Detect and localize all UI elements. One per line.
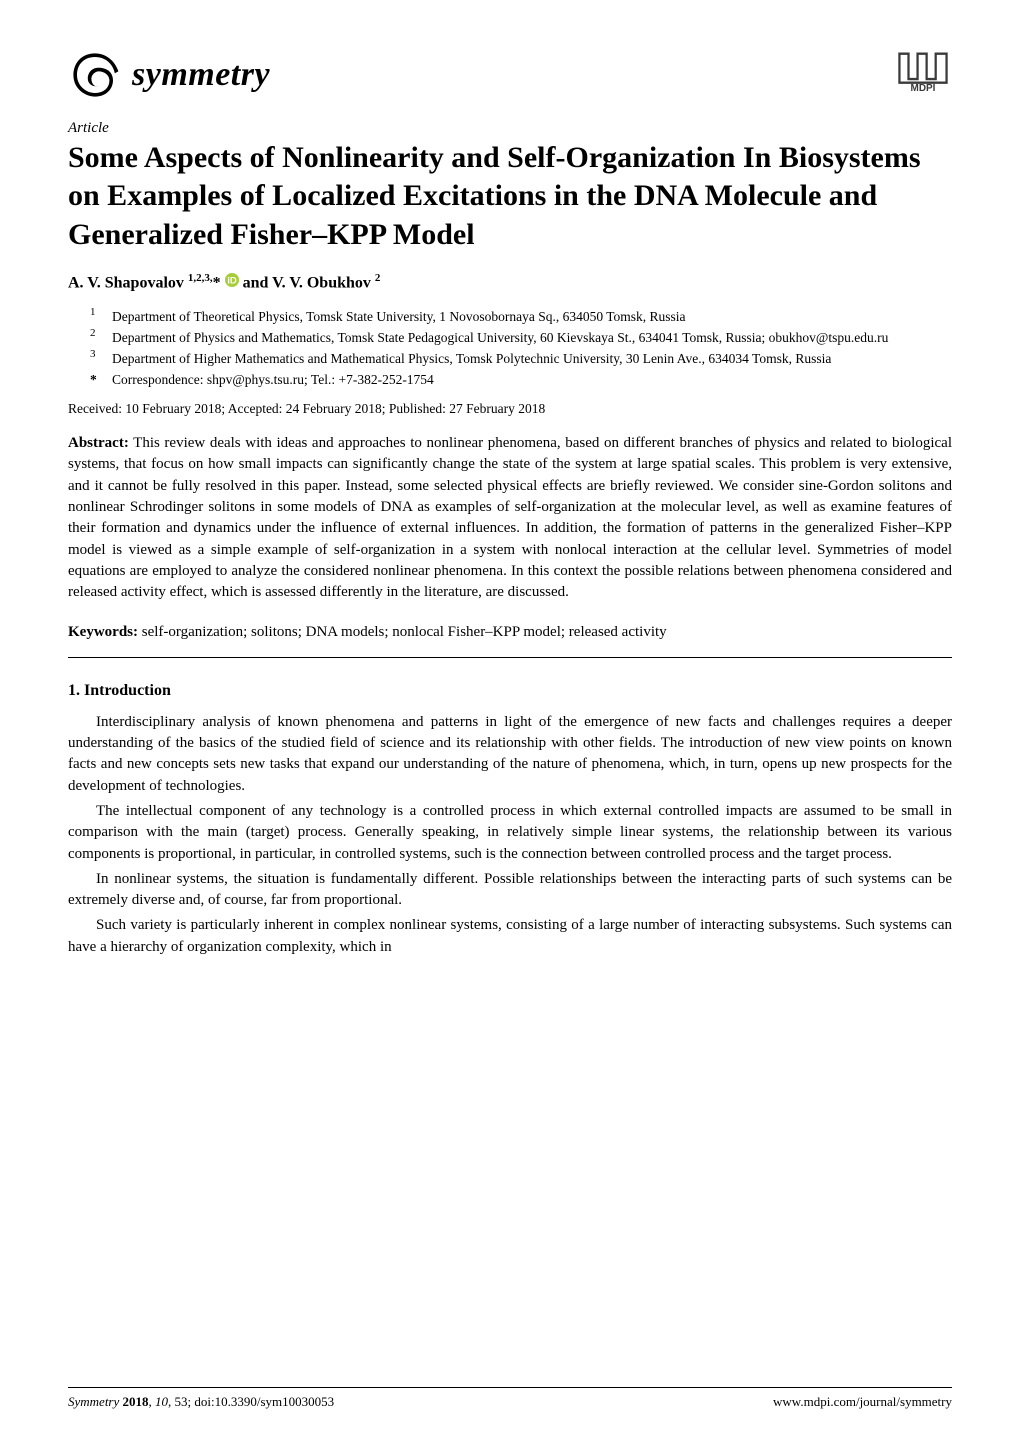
mdpi-logo-icon: MDPI — [894, 48, 952, 92]
svg-text:MDPI: MDPI — [911, 83, 936, 92]
correspondence-text: Correspondence: shpv@phys.tsu.ru; Tel.: … — [112, 370, 434, 389]
svg-text:iD: iD — [227, 275, 237, 286]
affiliation-text: Department of Higher Mathematics and Mat… — [112, 349, 831, 368]
keywords-text: self-organization; solitons; DNA models;… — [142, 624, 667, 640]
publication-dates: Received: 10 February 2018; Accepted: 24… — [68, 401, 952, 417]
journal-name: symmetry — [132, 56, 270, 94]
body-paragraph: Interdisciplinary analysis of known phen… — [68, 712, 952, 797]
affiliation-number: 1 — [90, 305, 100, 324]
section-heading: 1. Introduction — [68, 682, 952, 700]
mdpi-logo: MDPI — [894, 48, 952, 92]
body-paragraph: In nonlinear systems, the situation is f… — [68, 869, 952, 912]
correspondence-row: * Correspondence: shpv@phys.tsu.ru; Tel.:… — [90, 370, 952, 389]
keywords: Keywords: self-organization; solitons; D… — [68, 622, 952, 643]
affiliations: 1 Department of Theoretical Physics, Toms… — [68, 307, 952, 390]
body-paragraph: The intellectual component of any techno… — [68, 801, 952, 865]
header: symmetry MDPI — [68, 48, 952, 102]
affiliation-number: 3 — [90, 347, 100, 366]
abstract-text: This review deals with ideas and approac… — [68, 435, 952, 600]
article-type: Article — [68, 120, 952, 137]
footer: Symmetry 2018, 10, 53; doi:10.3390/sym10… — [68, 1387, 952, 1410]
affiliation-row: 1 Department of Theoretical Physics, Toms… — [90, 307, 952, 326]
affiliation-text: Department of Physics and Mathematics, T… — [112, 328, 888, 347]
article-title: Some Aspects of Nonlinearity and Self-Or… — [68, 139, 952, 254]
affiliation-text: Department of Theoretical Physics, Tomsk… — [112, 307, 686, 326]
affiliation-row: 3 Department of Higher Mathematics and Ma… — [90, 349, 952, 368]
section-number: 1. — [68, 682, 80, 699]
affiliation-number: 2 — [90, 326, 100, 345]
correspondence-star: * — [90, 370, 100, 389]
affiliation-row: 2 Department of Physics and Mathematics, … — [90, 328, 952, 347]
keywords-label: Keywords: — [68, 624, 138, 640]
footer-citation: Symmetry 2018, 10, 53; doi:10.3390/sym10… — [68, 1394, 334, 1410]
body-text: Interdisciplinary analysis of known phen… — [68, 712, 952, 958]
body-paragraph: Such variety is particularly inherent in… — [68, 915, 952, 958]
abstract-label: Abstract: — [68, 435, 129, 451]
footer-url: www.mdpi.com/journal/symmetry — [773, 1394, 952, 1410]
authors: A. V. Shapovalov 1,2,3,* iD and V. V. Ob… — [68, 272, 952, 292]
journal-brand: symmetry — [68, 48, 270, 102]
section-title: Introduction — [84, 682, 171, 699]
abstract: Abstract: This review deals with ideas a… — [68, 433, 952, 603]
divider — [68, 657, 952, 658]
symmetry-logo-icon — [68, 48, 122, 102]
